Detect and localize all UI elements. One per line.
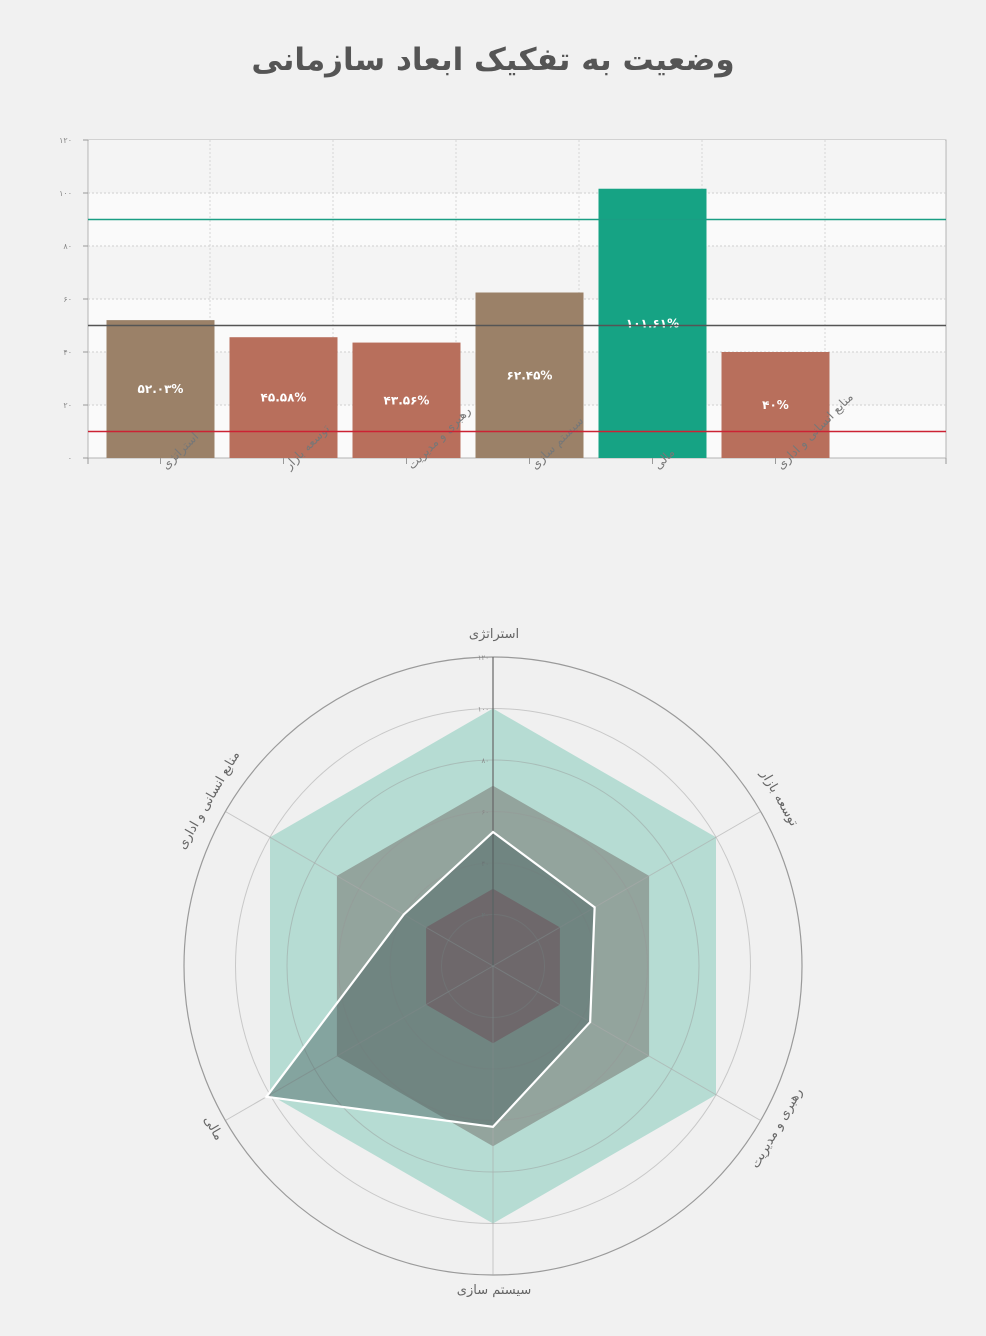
bar-value-label: ۱۰۱.۶۱%: [626, 316, 679, 330]
bar: [598, 188, 707, 458]
radar-series: [264, 830, 596, 1128]
radar-tick-label: ۸۰: [481, 757, 489, 765]
bar: [106, 320, 215, 458]
y-tick-label: ۶۰: [63, 295, 72, 304]
bar-value-label: ۶۲.۴۵%: [507, 368, 553, 382]
bar: [229, 337, 338, 458]
bar-value-label: ۵۲.۰۳%: [138, 382, 184, 396]
grid-band: [89, 246, 945, 299]
radar-spoke: [492, 811, 761, 967]
radar-category-label: استراتژی: [469, 627, 519, 642]
page-title: وضعیت به تفکیک ابعاد سازمانی: [251, 42, 735, 78]
bar-value-label: ۴۳.۵۶%: [384, 393, 430, 407]
bar-chart: ۰۲۰۴۰۶۰۸۰۱۰۰۱۲۰۵۲.۰۳%استراتژی۴۵.۵۸%توسعه…: [59, 136, 947, 474]
radar-tick-label: ۰: [485, 963, 489, 971]
radar-spoke: [225, 965, 494, 1121]
radar-category-label: سیستم سازی: [457, 1283, 531, 1298]
bar-value-label: ۴۰%: [762, 398, 789, 412]
y-tick-label: ۴۰: [63, 348, 72, 357]
radar-category-label: مالی: [200, 1113, 226, 1143]
y-tick-label: ۱۲۰: [59, 136, 72, 145]
radar-tick-label: ۶۰: [481, 809, 489, 817]
y-tick-label: ۸۰: [63, 242, 72, 251]
radar-spoke: [492, 965, 761, 1121]
bar: [721, 352, 830, 458]
bar: [352, 342, 461, 458]
radar-tick-label: ۴۰: [481, 860, 489, 868]
radar-tick-label: ۱۲۰: [478, 654, 489, 662]
radar-tick-label: ۱۰۰: [478, 706, 489, 714]
bar: [475, 292, 584, 458]
y-tick-label: ۰: [68, 454, 72, 463]
radar-spoke: [225, 811, 494, 967]
y-tick-label: ۱۰۰: [59, 189, 72, 198]
radar-tick-label: ۲۰: [481, 912, 489, 920]
bar-value-label: ۴۵.۵۸%: [261, 391, 307, 405]
grid-band: [89, 140, 945, 193]
y-tick-label: ۲۰: [63, 401, 72, 410]
